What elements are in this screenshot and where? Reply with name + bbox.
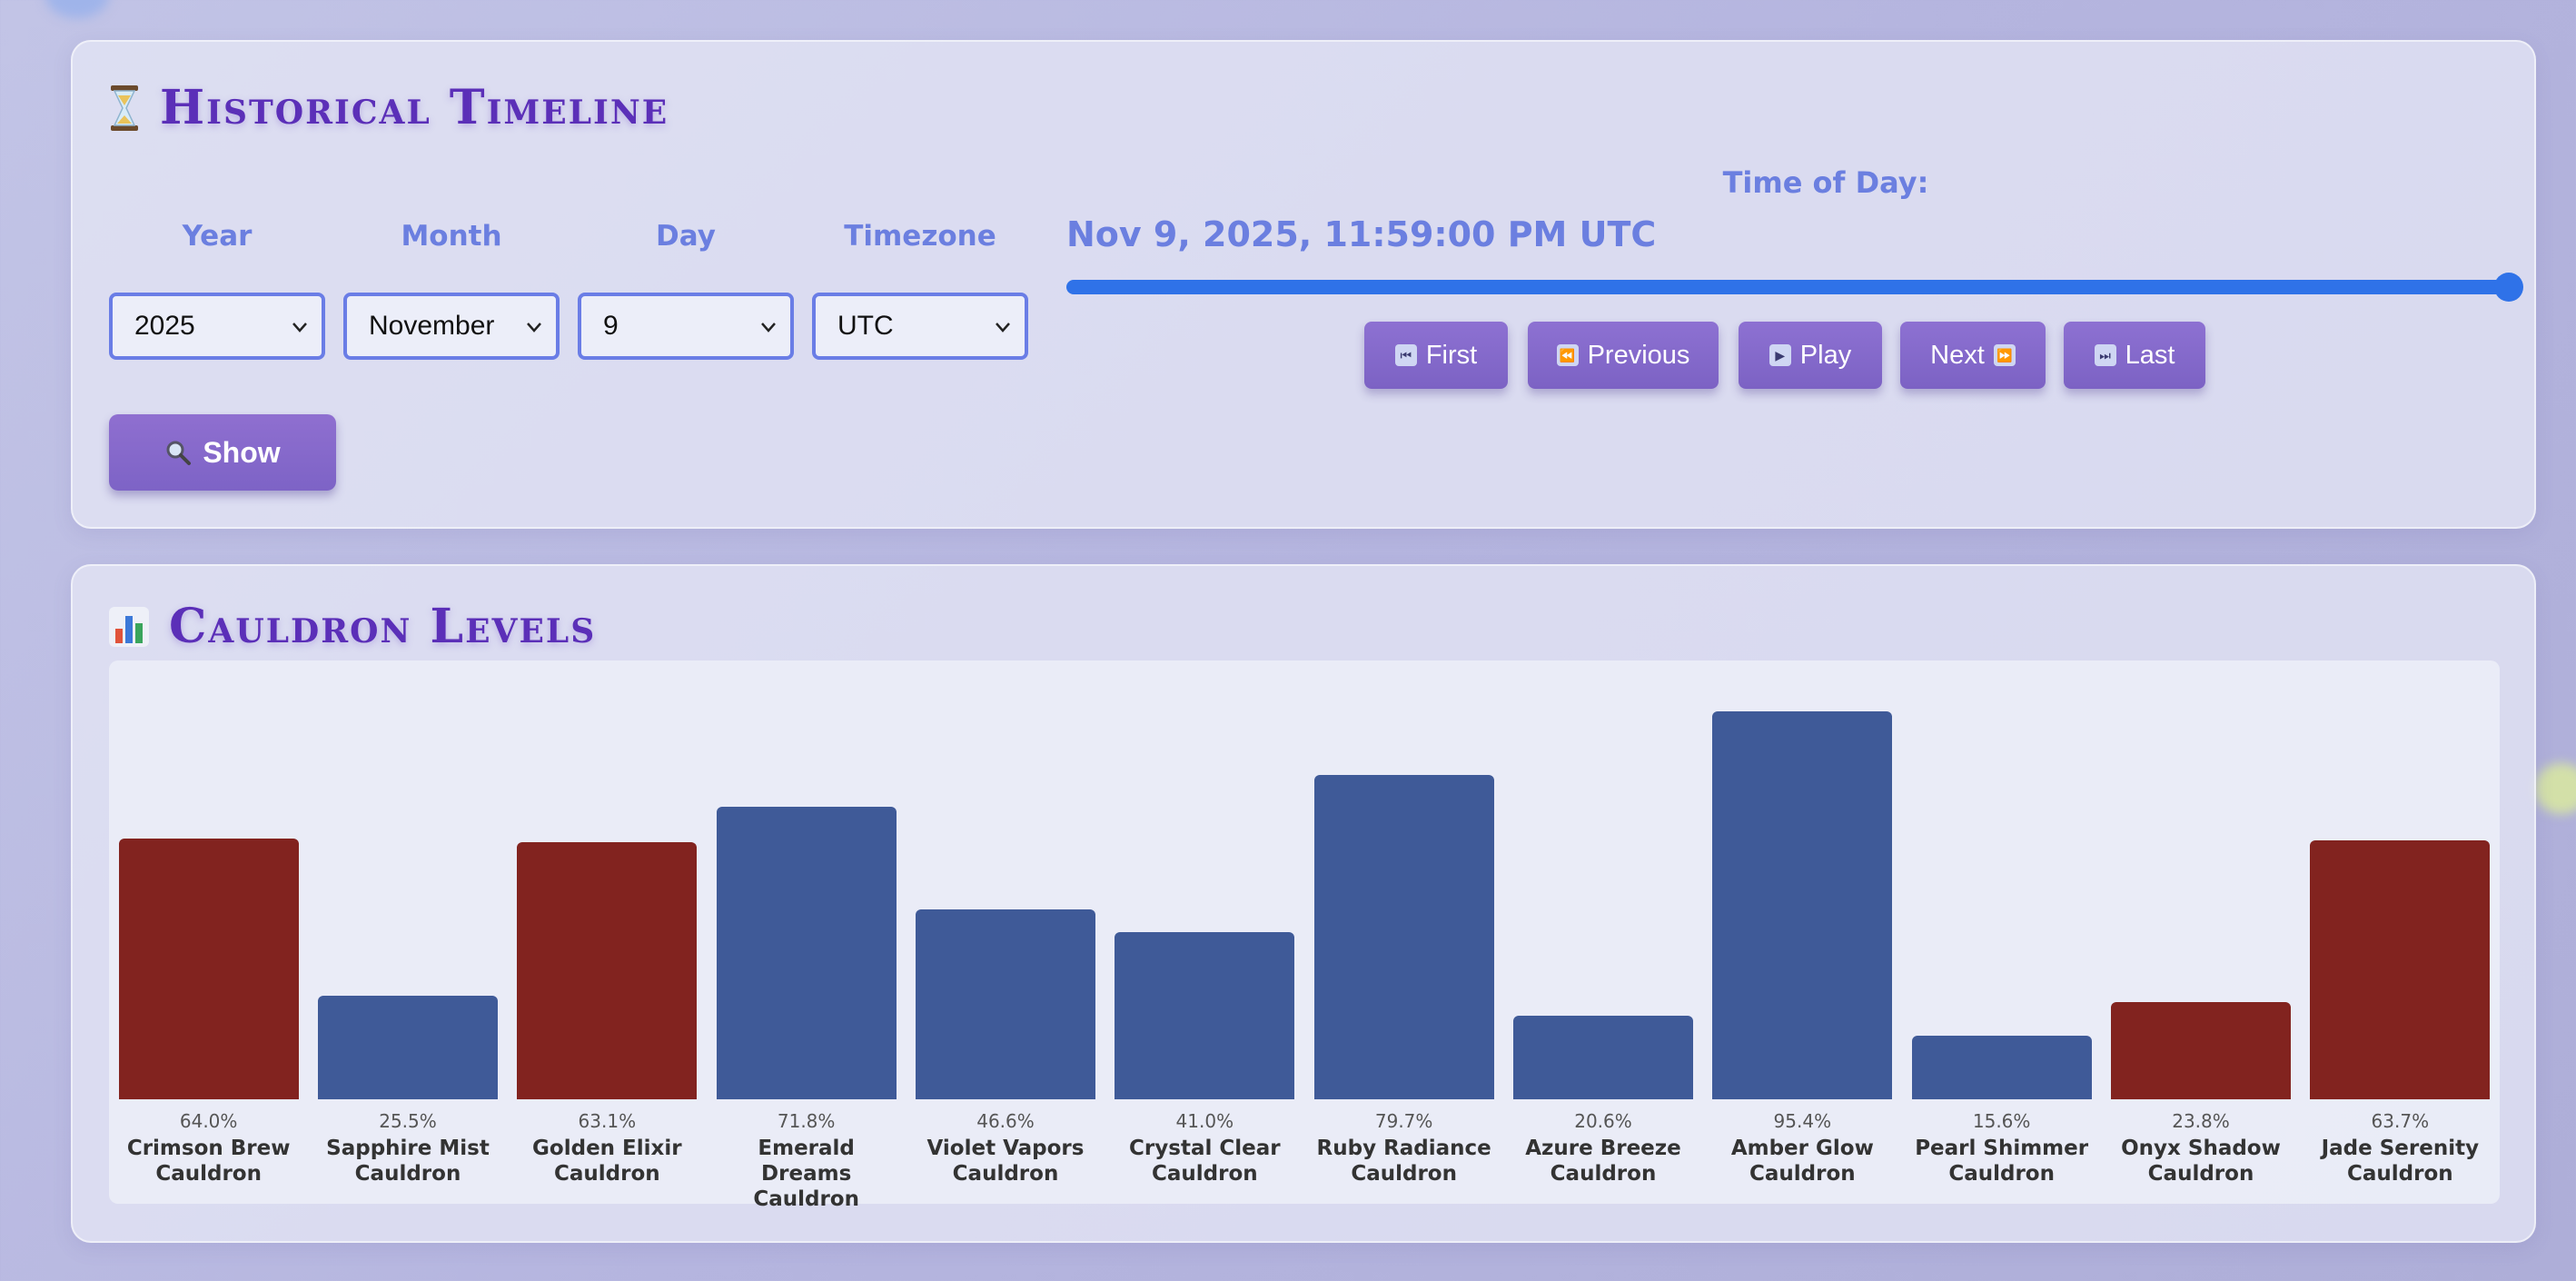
timezone-label: Timezone xyxy=(844,220,996,253)
day-select[interactable]: 9 xyxy=(578,293,794,360)
bar-category-label: Violet Vapors Cauldron xyxy=(926,1137,1085,1186)
bar-value-label: 46.6% xyxy=(976,1110,1035,1132)
bar-category-label: Pearl Shimmer Cauldron xyxy=(1915,1137,2089,1186)
year-select[interactable]: 2025 xyxy=(109,293,325,360)
chart-bar xyxy=(2310,839,2491,1099)
bar-value-label: 95.4% xyxy=(1773,1110,1832,1132)
day-label: Day xyxy=(656,220,716,253)
bar-value-label: 20.6% xyxy=(1574,1110,1632,1132)
show-button[interactable]: Show xyxy=(109,414,336,491)
bar-value-label: 64.0% xyxy=(179,1110,238,1132)
bar-value-label: 23.8% xyxy=(2172,1110,2230,1132)
play-button[interactable]: ▶ Play xyxy=(1739,322,1882,389)
cauldron-levels-chart: 64.0% Crimson Brew Cauldron 25.5% Sapphire M… xyxy=(109,660,2500,1211)
first-button-label: First xyxy=(1425,340,1478,370)
rewind-icon: ⏪ xyxy=(1556,344,1579,366)
chart-bar xyxy=(118,839,299,1099)
chart-bar xyxy=(1513,1015,1693,1099)
chart-bar xyxy=(1911,1036,2092,1099)
bar-value-label: 63.7% xyxy=(2371,1110,2430,1132)
timeline-header: Historical Timeline xyxy=(109,80,669,135)
next-button-label: Next xyxy=(1930,340,1985,370)
chevron-down-icon xyxy=(527,323,541,333)
chart-bar xyxy=(716,807,897,1099)
play-icon: ▶ xyxy=(1769,344,1791,366)
chart-bar xyxy=(1712,710,1893,1099)
previous-button-label: Previous xyxy=(1587,340,1690,370)
bar-value-label: 79.7% xyxy=(1374,1110,1433,1132)
timezone-select-value: UTC xyxy=(837,311,894,341)
bar-category-label: Onyx Shadow Cauldron xyxy=(2121,1137,2281,1186)
chart-bar xyxy=(318,995,498,1099)
bar-value-label: 71.8% xyxy=(777,1110,836,1132)
magnifier-icon xyxy=(166,441,192,465)
bar-category-label: Azure Breeze Cauldron xyxy=(1525,1137,1681,1186)
month-label: Month xyxy=(401,220,502,253)
bar-category-label: Amber Glow Cauldron xyxy=(1730,1137,1874,1186)
chart-bar xyxy=(1115,932,1295,1099)
bar-value-label: 41.0% xyxy=(1175,1110,1234,1132)
chevron-down-icon xyxy=(292,323,307,333)
time-of-day-label: Time of Day: xyxy=(1722,165,1929,200)
last-button-label: Last xyxy=(2125,340,2175,370)
chart-bar xyxy=(517,842,698,1099)
levels-title: Cauldron Levels xyxy=(169,599,597,654)
cauldron-levels-panel: Cauldron Levels 64.0% Crimson Brew Cauldro… xyxy=(71,564,2536,1243)
bar-category-label: Sapphire Mist Cauldron xyxy=(326,1137,490,1186)
time-slider-thumb[interactable] xyxy=(2494,273,2523,302)
bar-category-label: Ruby Radiance Cauldron xyxy=(1316,1137,1491,1186)
timeline-title: Historical Timeline xyxy=(160,80,669,135)
show-button-label: Show xyxy=(203,435,281,469)
bar-chart-icon xyxy=(109,606,149,647)
chart-bar xyxy=(2111,1002,2291,1099)
background-blob xyxy=(45,0,109,18)
bar-value-label: 63.1% xyxy=(578,1110,637,1132)
chevron-down-icon xyxy=(996,323,1010,333)
bar-value-label: 15.6% xyxy=(1972,1110,2031,1132)
bar-value-label: 25.5% xyxy=(379,1110,437,1132)
previous-button[interactable]: ⏪ Previous xyxy=(1528,322,1719,389)
skip-forward-icon: ⏭ xyxy=(2094,344,2116,366)
next-button[interactable]: Next ⏩ xyxy=(1900,322,2046,389)
chevron-down-icon xyxy=(761,323,776,333)
skip-back-icon: ⏮ xyxy=(1394,344,1417,366)
timezone-select[interactable]: UTC xyxy=(812,293,1028,360)
fast-forward-icon: ⏩ xyxy=(1993,344,2016,366)
play-button-label: Play xyxy=(1799,340,1852,370)
bar-category-label: Crystal Clear Cauldron xyxy=(1129,1137,1281,1186)
chart-bar xyxy=(916,909,1095,1099)
first-button[interactable]: ⏮ First xyxy=(1364,322,1508,389)
year-select-value: 2025 xyxy=(134,311,195,341)
current-datetime: Nov 9, 2025, 11:59:00 PM UTC xyxy=(1066,214,1657,254)
month-select-value: November xyxy=(369,311,495,341)
bar-category-label: Jade Serenity Cauldron xyxy=(2321,1137,2480,1186)
day-select-value: 9 xyxy=(603,311,619,341)
chart-bar xyxy=(1313,774,1494,1099)
hourglass-icon xyxy=(111,84,138,131)
year-label: Year xyxy=(182,220,253,253)
bar-category-label: Crimson Brew Cauldron xyxy=(126,1137,291,1186)
month-select[interactable]: November xyxy=(343,293,560,360)
background-blob xyxy=(2534,763,2576,814)
historical-timeline-panel: Historical Timeline Year Month Day Timez… xyxy=(71,40,2536,529)
levels-header: Cauldron Levels xyxy=(109,599,596,654)
bar-category-label: Golden Elixir Cauldron xyxy=(532,1137,682,1186)
time-slider[interactable] xyxy=(1066,273,2523,302)
last-button[interactable]: ⏭ Last xyxy=(2064,322,2205,389)
bar-category-label: Emerald Dreams Cauldron xyxy=(753,1137,859,1211)
